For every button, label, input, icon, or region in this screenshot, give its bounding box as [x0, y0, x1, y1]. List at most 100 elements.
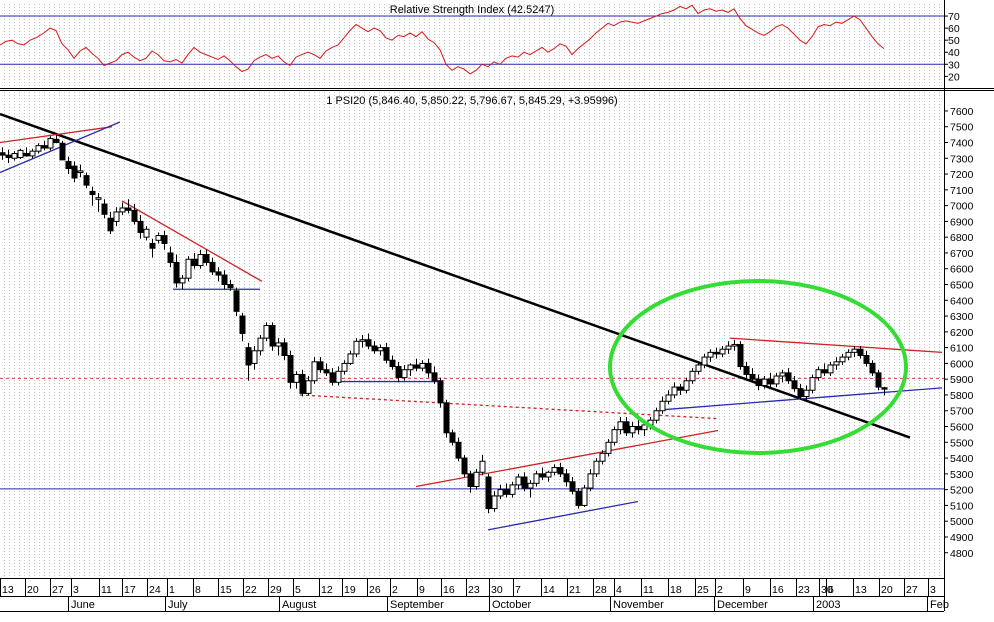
- candle-body: [755, 378, 762, 386]
- candle-body: [215, 271, 222, 276]
- trend-line: [121, 200, 263, 282]
- candle-body: [863, 355, 870, 364]
- price-y-tick-label: 5500: [950, 437, 974, 449]
- candle-body: [95, 197, 102, 200]
- date-tick-label: 13: [855, 584, 867, 596]
- candle-body: [875, 372, 882, 388]
- month-label: July: [168, 599, 188, 611]
- candle-body: [269, 325, 276, 347]
- candle-body: [707, 351, 714, 358]
- price-y-tick-label: 5700: [950, 406, 974, 418]
- candle-body: [563, 473, 570, 483]
- candle-body: [275, 342, 282, 347]
- candle-body: [77, 170, 84, 173]
- candle-body: [731, 343, 738, 347]
- candle-body: [113, 211, 120, 222]
- candle-body: [449, 432, 456, 443]
- candle-body: [179, 277, 186, 284]
- month-label: November: [613, 599, 664, 611]
- candle-body: [53, 138, 60, 143]
- date-tick-label: 11: [643, 584, 654, 596]
- date-tick-label: 16: [443, 584, 455, 596]
- trend-lines-layer: [0, 112, 943, 531]
- candle-body: [515, 476, 522, 486]
- candle-body: [821, 369, 828, 374]
- candle-body: [533, 473, 540, 484]
- candle-body: [701, 356, 708, 366]
- month-label: Feb: [930, 599, 949, 611]
- candle-body: [659, 400, 666, 412]
- candle-body: [419, 362, 426, 369]
- candle-body: [743, 366, 750, 375]
- price-y-tick-label: 4800: [950, 548, 974, 560]
- candle-body: [737, 343, 744, 368]
- candle-body: [851, 348, 858, 353]
- price-y-tick-label: 5100: [950, 500, 974, 512]
- candle-body: [221, 274, 228, 286]
- candle-body: [791, 380, 798, 390]
- month-label: September: [390, 599, 444, 611]
- date-tick-label: 20: [27, 584, 39, 596]
- candle-body: [299, 373, 306, 394]
- candle-body: [473, 471, 480, 487]
- candle-body: [587, 473, 594, 489]
- date-tick-label: 23: [468, 584, 480, 596]
- price-y-tick-label: 7100: [950, 185, 974, 197]
- date-tick-label: 8: [195, 584, 201, 596]
- candle-body: [401, 369, 408, 379]
- price-y-tick-label: 6900: [950, 216, 974, 228]
- candle-body: [575, 490, 582, 506]
- candle-body: [641, 424, 648, 431]
- price-y-tick-label: 5900: [950, 374, 974, 386]
- candle-body: [389, 359, 396, 368]
- month-label: June: [71, 599, 95, 611]
- candle-body: [557, 467, 564, 475]
- candle-body: [881, 387, 888, 390]
- candle-body: [371, 345, 378, 352]
- rsi-y-tick-label: 50: [948, 35, 960, 47]
- candle-body: [671, 386, 678, 396]
- candle-body: [845, 351, 852, 358]
- price-y-tick-label: 7200: [950, 169, 974, 181]
- price-y-tick-label: 6700: [950, 248, 974, 260]
- candle-body: [245, 347, 252, 366]
- date-tick-label: 9: [745, 584, 751, 596]
- price-panel-title: 1 PSI20 (5,846.40, 5,850.22, 5,796.67, 5…: [326, 95, 617, 107]
- candle-body: [203, 254, 210, 263]
- rsi-y-tick-label: 60: [948, 23, 960, 35]
- candle-body: [191, 258, 198, 267]
- month-label: October: [492, 599, 531, 611]
- candle-body: [407, 364, 414, 371]
- candle-body: [827, 364, 834, 374]
- candle-body: [251, 350, 258, 364]
- candle-body: [161, 235, 168, 244]
- candle-body: [311, 361, 318, 382]
- candle-body: [797, 388, 804, 398]
- candle-body: [173, 261, 180, 284]
- candle-body: [89, 190, 96, 196]
- candle-body: [317, 361, 324, 371]
- candle-body: [689, 370, 696, 382]
- candle-body: [341, 362, 348, 372]
- date-tick-label: 22: [245, 584, 257, 596]
- candle-body: [155, 235, 162, 241]
- trend-line: [487, 500, 639, 531]
- candle-body: [41, 145, 48, 149]
- candle-body: [329, 372, 336, 383]
- price-y-tick-label: 4900: [950, 532, 974, 544]
- price-y-tick-label: 7300: [950, 153, 974, 165]
- candle-body: [353, 340, 360, 355]
- candle-body: [0, 152, 6, 156]
- candle-body: [725, 345, 732, 350]
- date-tick-label: 11: [101, 584, 112, 596]
- date-tick-label: 24: [149, 584, 161, 596]
- candle-body: [281, 342, 288, 357]
- candle-body: [785, 372, 792, 382]
- price-y-tick-label: 6200: [950, 327, 974, 339]
- date-tick-label: 25: [697, 584, 709, 596]
- date-tick-label: 13: [2, 584, 14, 596]
- candle-body: [209, 261, 216, 273]
- date-tick-label: 16: [772, 584, 784, 596]
- candle-body: [713, 351, 720, 355]
- candle-body: [839, 356, 846, 363]
